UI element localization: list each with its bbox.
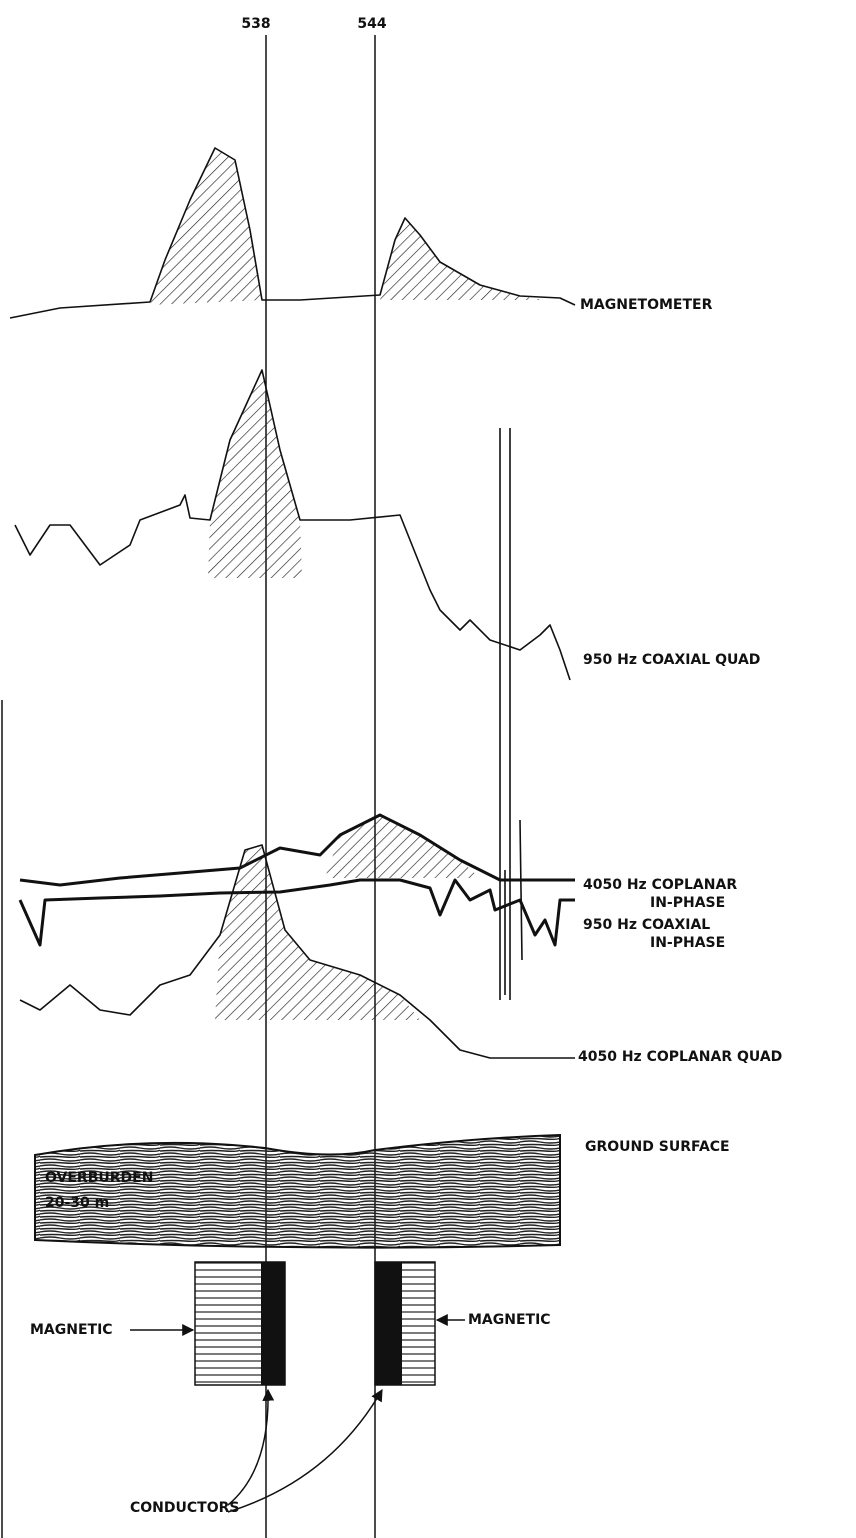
fiducial-label: 544 (357, 16, 386, 32)
profile-label: 4050 Hz COPLANAR (583, 877, 737, 893)
profile-label: IN-PHASE (650, 935, 725, 951)
magnetic-label: MAGNETIC (30, 1322, 113, 1338)
conductor (375, 1262, 402, 1385)
profile-label: IN-PHASE (650, 895, 725, 911)
conductors-label: CONDUCTORS (130, 1500, 239, 1516)
diagram: 538 544 MAGNETOMETER 950 Hz COAXIAL QUAD… (0, 0, 856, 1538)
overburden-label: 20-30 m (45, 1195, 109, 1211)
noise-spike (500, 428, 522, 1000)
ground-label: GROUND SURFACE (585, 1139, 730, 1155)
profile-label: MAGNETOMETER (580, 297, 713, 313)
overburden (35, 1135, 560, 1248)
anomaly-hatch (325, 815, 480, 878)
overburden-label: OVERBURDEN (45, 1170, 153, 1186)
profile-label: 950 Hz COAXIAL QUAD (583, 652, 760, 668)
coaxial-inphase-profile (20, 880, 575, 945)
arrow (228, 1390, 382, 1512)
conductor (261, 1262, 285, 1385)
arrow (228, 1390, 268, 1505)
magnetic-label: MAGNETIC (468, 1312, 551, 1328)
anomaly-hatch (150, 148, 545, 305)
coplanar-inphase-profile (20, 815, 575, 885)
profile-label: 950 Hz COAXIAL (583, 917, 710, 933)
fiducial-label: 538 (241, 16, 270, 32)
profile-label: 4050 Hz COPLANAR QUAD (578, 1049, 782, 1065)
